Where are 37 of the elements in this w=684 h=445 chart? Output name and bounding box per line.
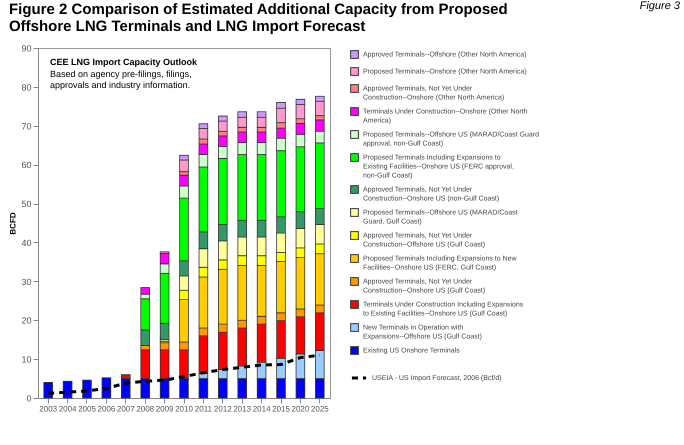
- line-series: [46, 354, 322, 395]
- annotation: Based on agency pre-filings, filings, approvals and industry information.: [50, 69, 192, 90]
- x-tick-label: 2010: [175, 404, 194, 414]
- x-tick-label: 2007: [116, 404, 136, 414]
- x-tick-label: 2014: [252, 404, 272, 414]
- x-tick-label: 2008: [136, 404, 155, 414]
- y-tick-label: 90: [21, 44, 32, 54]
- x-tick-label: 2013: [233, 404, 252, 414]
- y-tick-label: 70: [21, 121, 32, 132]
- x-tick-label: 2005: [78, 404, 96, 414]
- x-tick-label: 2025: [310, 404, 330, 414]
- annotation: CEE LNG Import Capacity Outlook: [50, 57, 198, 67]
- y-tick-label: 50: [21, 199, 32, 210]
- bar: [102, 377, 112, 398]
- bar: [198, 378, 208, 398]
- bar: [62, 380, 72, 398]
- bar: [140, 287, 150, 295]
- x-tick-label: 2011: [194, 404, 213, 414]
- x-tick-label: 2004: [58, 404, 78, 414]
- y-axis-title: BCFD: [8, 212, 18, 235]
- x-tick-label: 2012: [214, 404, 232, 414]
- x-tick-label: 2006: [97, 404, 116, 414]
- y-tick-label: 10: [21, 354, 32, 365]
- bar: [43, 382, 53, 398]
- y-tick-label: 60: [21, 160, 32, 170]
- y-tick-label: 30: [21, 276, 32, 287]
- y-tick-label: 20: [21, 316, 32, 326]
- bar: [82, 380, 92, 398]
- x-tick-label: 2015: [272, 404, 290, 414]
- chart-title: Figure 2 Comparison of Estimated Additional Capacity from Proposed Offshore LNG Terminals and LNG Import Forecast: [8, 1, 508, 35]
- y-tick-label: 40: [21, 238, 32, 248]
- x-tick-label: 2020: [292, 404, 310, 414]
- y-tick-label: 0: [26, 394, 32, 404]
- x-tick-label: 2003: [39, 404, 58, 414]
- x-tick-label: 2009: [156, 404, 174, 414]
- caption: Figure 3: [640, 0, 680, 13]
- y-tick-label: 80: [21, 82, 32, 92]
